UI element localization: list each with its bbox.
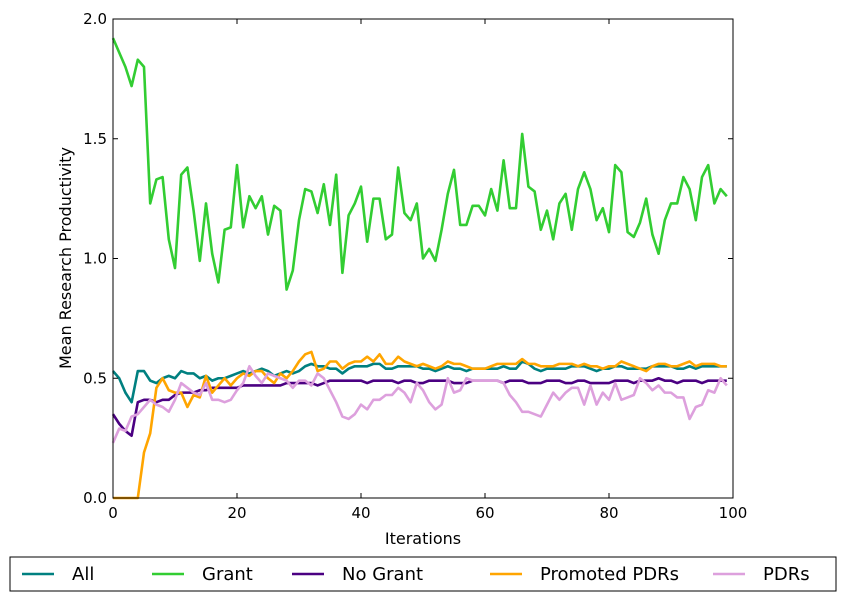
legend-item-grant: Grant (152, 564, 253, 585)
x-tick-label: 60 (475, 504, 494, 522)
legend-label: Promoted PDRs (540, 564, 679, 585)
legend-item-pdrs: PDRs (713, 564, 810, 585)
legend-label: All (72, 564, 94, 585)
y-axis-label: Mean Research Productivity (56, 147, 75, 369)
y-tick-label: 1.5 (83, 130, 107, 148)
y-tick-label: 1.0 (83, 250, 107, 268)
series-line-pdrs (111, 364, 728, 444)
series-layer (111, 37, 728, 500)
x-tick-label: 80 (599, 504, 618, 522)
y-tick-label: 0.0 (83, 489, 107, 507)
x-axis: 0 20 40 60 80 100 (108, 19, 747, 522)
legend-label: No Grant (342, 564, 423, 585)
legend-label: PDRs (763, 564, 810, 585)
y-tick-label: 2.0 (83, 10, 107, 28)
legend-item-promoted-pdrs: Promoted PDRs (490, 564, 679, 585)
legend-items: All Grant No Grant Promoted PDRs PDRs (22, 564, 810, 585)
x-tick-label: 40 (351, 504, 370, 522)
legend-frame (9, 556, 837, 592)
plot-area (111, 18, 734, 500)
x-tick-label: 20 (227, 504, 246, 522)
legend: All Grant No Grant Promoted PDRs PDRs (9, 556, 837, 592)
x-tick-label: 100 (719, 504, 748, 522)
series-line-all (112, 360, 727, 404)
series-line-promoted-pdrs (113, 350, 727, 500)
y-axis: 0.0 0.5 1.0 1.5 2.0 (83, 10, 733, 507)
y-tick-label: 0.5 (83, 369, 107, 387)
legend-item-no-grant: No Grant (292, 564, 423, 585)
legend-label: Grant (202, 564, 253, 585)
x-axis-label: Iterations (385, 529, 461, 548)
legend-item-all: All (22, 564, 94, 585)
x-tick-label: 0 (108, 504, 118, 522)
series-line-grant (111, 37, 728, 291)
